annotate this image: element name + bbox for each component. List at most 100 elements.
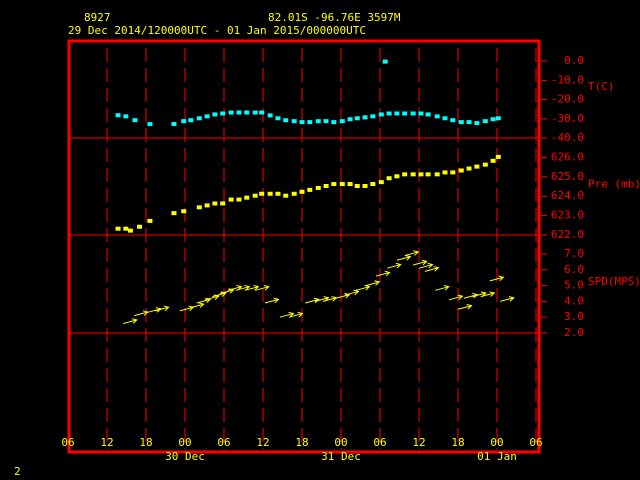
- y-tick-label: -30.0: [551, 112, 584, 125]
- y-tick-label: 2.0: [564, 326, 584, 339]
- data-point: [410, 172, 416, 177]
- data-point: [181, 119, 187, 124]
- y-tick-label: 5.0: [564, 279, 584, 292]
- data-point: [283, 193, 289, 198]
- x-tick-label: 06: [373, 436, 386, 449]
- data-point: [410, 111, 416, 116]
- data-point: [339, 119, 345, 124]
- y-tick-label: -20.0: [551, 93, 584, 106]
- data-point: [323, 119, 329, 124]
- x-tick-label: 12: [412, 436, 425, 449]
- data-point: [331, 182, 337, 187]
- wind-arrow: [190, 302, 205, 309]
- y-tick-label: 3.0: [564, 310, 584, 323]
- data-point: [171, 122, 177, 127]
- date-label: 30 Dec: [165, 450, 205, 463]
- data-point: [307, 187, 313, 192]
- x-tick-label: 00: [334, 436, 347, 449]
- data-point: [370, 114, 376, 119]
- wind-arrow: [365, 280, 381, 287]
- data-point: [354, 184, 360, 188]
- wind-arrow: [418, 262, 434, 269]
- data-point: [307, 120, 313, 125]
- data-point: [123, 114, 129, 119]
- wind-arrow: [212, 291, 227, 298]
- data-point: [490, 158, 496, 163]
- data-point: [267, 113, 273, 118]
- wind-arrow: [344, 289, 360, 296]
- data-point: [228, 197, 234, 202]
- data-point: [474, 121, 480, 126]
- data-point: [466, 166, 472, 171]
- data-point: [425, 172, 431, 177]
- wind-arrow: [413, 259, 428, 266]
- data-point: [434, 172, 440, 177]
- data-point: [458, 168, 464, 173]
- data-point: [115, 113, 121, 118]
- data-point: [291, 119, 297, 124]
- data-point: [127, 228, 133, 233]
- data-point: [171, 211, 177, 216]
- data-point: [181, 209, 187, 214]
- wind-arrow: [123, 318, 138, 324]
- data-point: [495, 154, 501, 159]
- wind-arrow: [219, 288, 235, 294]
- data-point: [315, 185, 321, 190]
- data-point: [354, 116, 360, 121]
- wind-arrow: [154, 305, 170, 312]
- data-point: [212, 112, 218, 117]
- wind-arrow: [305, 297, 320, 304]
- data-point: [220, 201, 226, 206]
- data-point: [339, 182, 345, 187]
- panel-label: T(C): [588, 80, 615, 93]
- data-point: [220, 111, 226, 116]
- wind-arrow: [335, 292, 351, 299]
- y-tick-label: -40.0: [551, 131, 584, 144]
- date-label: 01 Jan: [477, 450, 517, 463]
- wind-arrow: [264, 297, 280, 304]
- data-point: [394, 174, 400, 179]
- data-point: [236, 110, 242, 115]
- data-point: [418, 111, 424, 116]
- station-id: 8927: [84, 11, 111, 24]
- data-point: [147, 122, 153, 127]
- data-point: [402, 172, 408, 177]
- x-tick-label: 06: [217, 436, 230, 449]
- data-point: [382, 59, 388, 64]
- data-point: [482, 162, 488, 167]
- data-point: [228, 110, 234, 115]
- date-label: 31 Dec: [321, 450, 361, 463]
- data-point: [323, 184, 329, 188]
- x-tick-label: 00: [490, 436, 503, 449]
- plot-frame: [67, 39, 541, 454]
- wind-arrow: [457, 304, 473, 310]
- data-point: [418, 172, 424, 177]
- wind-arrow: [480, 291, 496, 298]
- y-tick-label: 624.0: [551, 189, 584, 202]
- y-tick-label: 7.0: [564, 247, 584, 260]
- data-point: [490, 117, 496, 122]
- wind-arrow: [435, 285, 450, 291]
- data-point: [252, 110, 258, 115]
- data-point: [132, 118, 138, 123]
- x-tick-label: 12: [256, 436, 269, 449]
- wind-arrow: [387, 262, 402, 269]
- data-point: [196, 205, 202, 210]
- wind-arrow: [375, 270, 391, 277]
- data-point: [259, 191, 265, 196]
- data-point: [378, 180, 384, 185]
- panel-label: SPD(MPS): [588, 275, 640, 288]
- data-point: [482, 119, 488, 124]
- data-point: [347, 117, 353, 122]
- data-point: [466, 120, 472, 125]
- page-number: 2: [14, 465, 21, 478]
- data-point: [123, 226, 129, 231]
- data-point: [442, 116, 448, 121]
- x-tick-label: 06: [61, 436, 74, 449]
- time-period: 29 Dec 2014/120000UTC - 01 Jan 2015/0000…: [68, 24, 366, 37]
- y-tick-label: 622.0: [551, 228, 584, 241]
- data-point: [267, 191, 273, 196]
- data-point: [378, 112, 384, 117]
- wind-arrow: [279, 311, 295, 318]
